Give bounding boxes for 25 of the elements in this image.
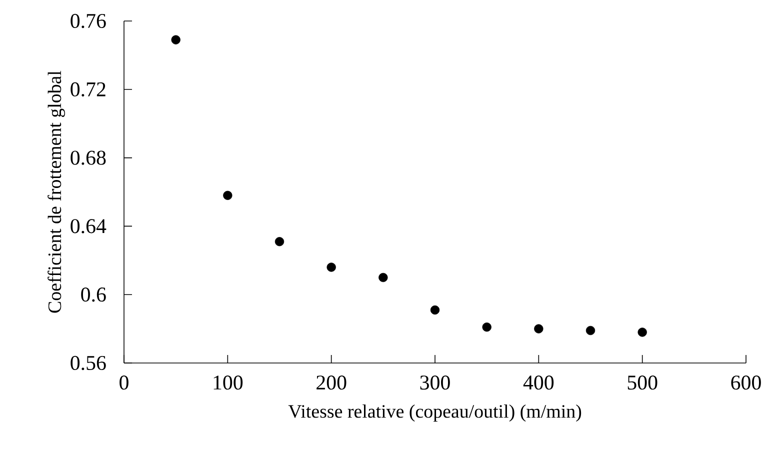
point [326, 262, 336, 272]
x-tick-label: 300 [420, 376, 450, 390]
x-tick-label: 500 [628, 376, 658, 390]
y-tick-label: 0.6 [81, 288, 106, 302]
point [534, 324, 544, 334]
y-tick-label: 0.64 [70, 219, 106, 234]
x-axis-title: Vitesse relative (copeau/outil) (m/min) [288, 404, 582, 422]
x-tick-label: 400 [523, 376, 554, 390]
point [274, 237, 284, 246]
point [171, 35, 180, 44]
y-tick-label: 0.72 [70, 82, 106, 97]
x-tick-label: 0 [120, 376, 128, 390]
y-axis-title: Coefficient de frottement global [48, 70, 66, 313]
point [586, 326, 596, 336]
point [638, 328, 647, 337]
x-tick-label: 200 [316, 376, 346, 390]
x-tick-label: 100 [214, 376, 243, 390]
x-tick-label: 600 [731, 376, 761, 390]
point [378, 272, 388, 282]
y-tick-label: 0.68 [70, 150, 106, 165]
point [223, 190, 232, 200]
y-tick-label: 0.76 [70, 14, 106, 28]
point [430, 305, 440, 315]
y-tick-label: 0.56 [70, 356, 106, 370]
point [482, 322, 492, 332]
